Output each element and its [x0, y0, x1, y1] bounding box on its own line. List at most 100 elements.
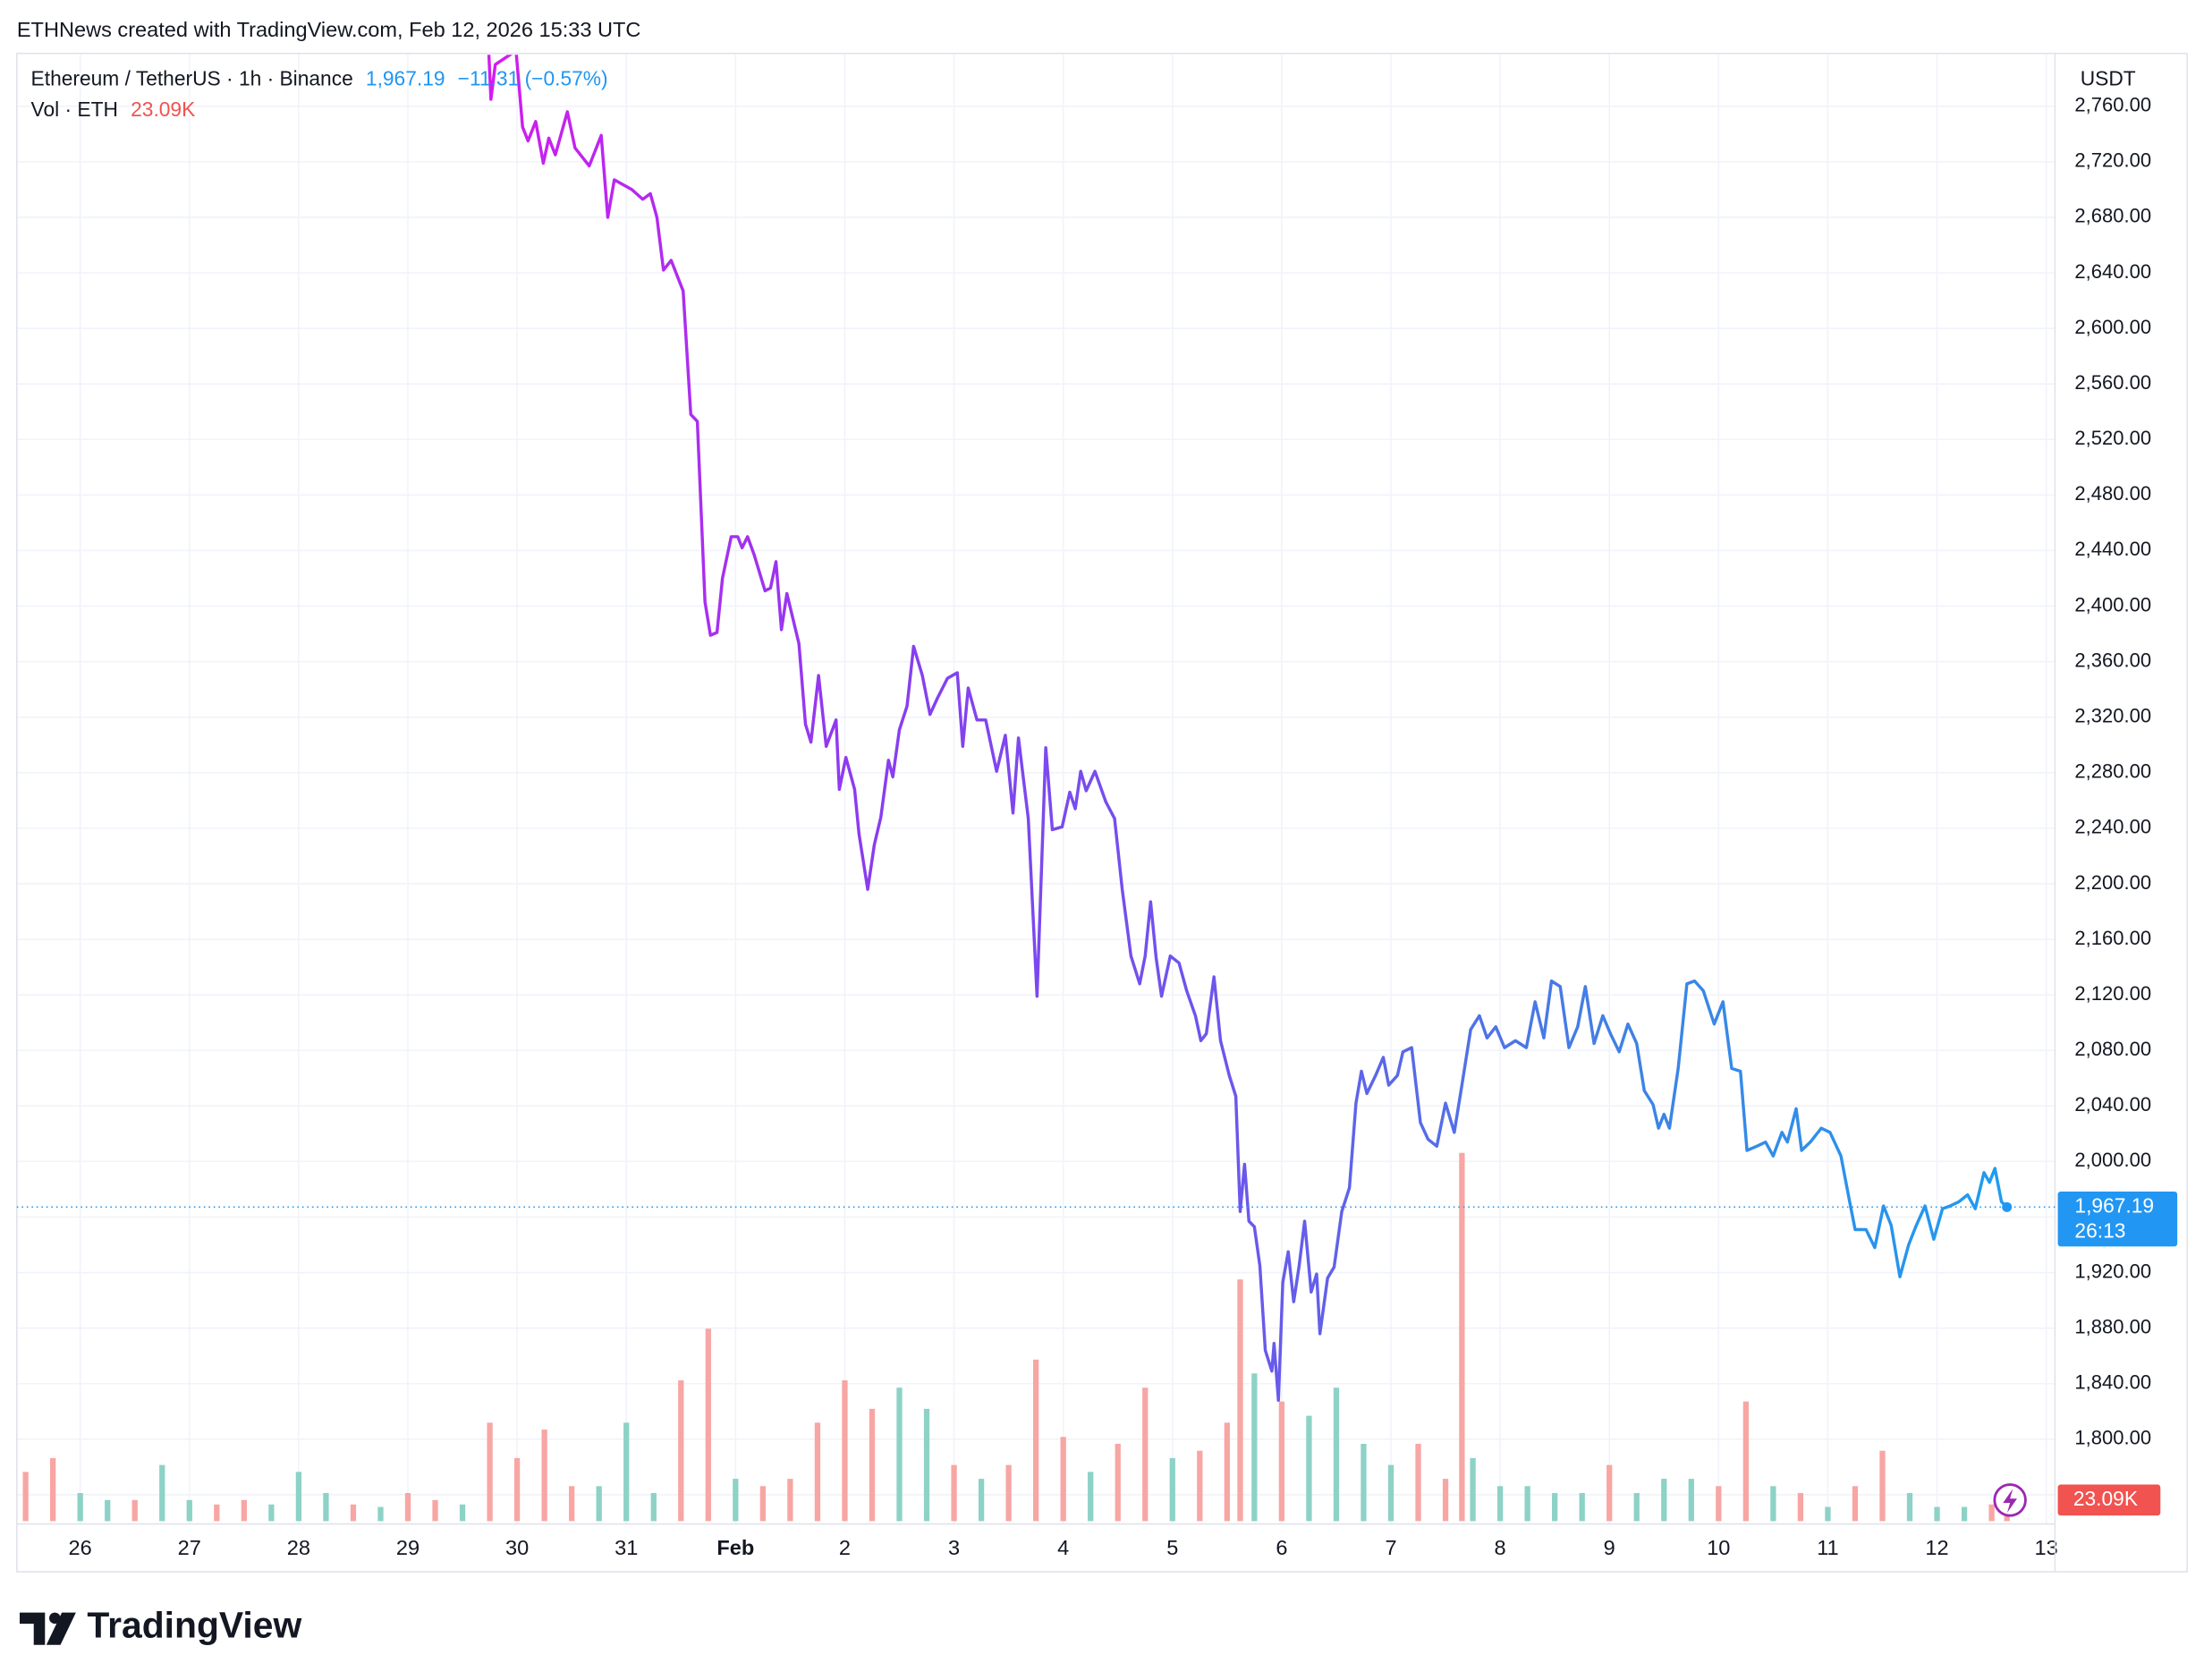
y-tick-label: 2,320.00 [2074, 705, 2151, 727]
volume-bar [1797, 1493, 1804, 1522]
volume-bar [814, 1422, 821, 1522]
volume-bar [1825, 1506, 1831, 1522]
grid [16, 53, 2056, 1524]
x-tick-label: 27 [178, 1536, 201, 1559]
volume-bar [1169, 1457, 1175, 1522]
legend-last-price: 1,967.19 [366, 67, 445, 90]
volume-bar [1237, 1279, 1243, 1522]
last-point [2002, 1201, 2013, 1212]
volume-bar [1742, 1401, 1750, 1522]
volume-bar [1579, 1493, 1585, 1522]
volume-bar [1688, 1479, 1694, 1522]
volume-bar [1115, 1443, 1121, 1522]
y-tick-label: 2,640.00 [2074, 260, 2151, 283]
x-tick-label: 2 [839, 1536, 851, 1559]
volume-bar [1524, 1486, 1530, 1522]
countdown-label: 26:13 [2074, 1219, 2125, 1243]
volume-bar [268, 1504, 275, 1522]
volume-bar [105, 1499, 111, 1522]
volume-bar [842, 1380, 848, 1522]
volume-bar [241, 1499, 247, 1522]
y-tick-label: 1,920.00 [2074, 1260, 2151, 1282]
volume-bar [131, 1499, 138, 1522]
volume-bar [1333, 1387, 1340, 1522]
volume-bar [650, 1493, 657, 1522]
volume-bar [733, 1479, 739, 1522]
y-tick-label: 2,720.00 [2074, 149, 2151, 172]
x-tick-label: Feb [716, 1536, 754, 1559]
y-tick-label: 1,880.00 [2074, 1315, 2151, 1337]
y-tick-label: 2,440.00 [2074, 538, 2151, 560]
volume-bar [1879, 1450, 1886, 1522]
volume-bar [1387, 1464, 1394, 1522]
volume-bar [1661, 1479, 1667, 1522]
y-tick-label: 2,560.00 [2074, 371, 2151, 394]
x-tick-label: 6 [1276, 1536, 1287, 1559]
volume-last-label: 23.09K [2073, 1487, 2138, 1510]
volume-bar [759, 1486, 767, 1522]
x-tick-label: 13 [2035, 1536, 2058, 1559]
volume-bar [1606, 1464, 1613, 1522]
volume-bar [1770, 1486, 1776, 1522]
x-tick-label: 7 [1385, 1536, 1396, 1559]
volume-bar [159, 1464, 165, 1522]
y-tick-label: 2,160.00 [2074, 927, 2151, 949]
y-tick-label: 2,520.00 [2074, 427, 2151, 449]
volume-bar [1633, 1493, 1640, 1522]
volume-bar [569, 1486, 575, 1522]
x-tick-label: 29 [396, 1536, 420, 1559]
volume-bar [295, 1472, 302, 1522]
x-tick-label: 10 [1707, 1536, 1730, 1559]
volume-bar [978, 1479, 985, 1522]
tradingview-logo: TradingView [20, 1605, 301, 1646]
x-tick-label: 3 [948, 1536, 960, 1559]
volume-bar [1442, 1479, 1449, 1522]
legend-volume: 23.09K [131, 98, 195, 121]
x-tick-label: 9 [1604, 1536, 1615, 1559]
y-tick-label: 2,240.00 [2074, 816, 2151, 838]
volume-bar [1716, 1486, 1722, 1522]
price-line [487, 55, 2008, 1403]
y-tick-label: 2,600.00 [2074, 316, 2151, 338]
volume-bar [951, 1464, 957, 1522]
volume-bar [214, 1504, 220, 1522]
volume-bar [1197, 1450, 1203, 1522]
axes: 1,760.001,800.001,840.001,880.001,920.00… [69, 94, 2151, 1560]
volume-bar [186, 1499, 192, 1522]
y-tick-label: 2,200.00 [2074, 871, 2151, 894]
volume-label: Vol · ETH [31, 98, 118, 121]
y-tick-label: 2,760.00 [2074, 94, 2151, 116]
volume-bar [678, 1380, 684, 1522]
y-tick-label: 2,040.00 [2074, 1093, 2151, 1116]
volume-bar [541, 1430, 547, 1522]
volume-bar [596, 1486, 602, 1522]
x-tick-label: 8 [1495, 1536, 1506, 1559]
volume-bar [1470, 1457, 1476, 1522]
volume-bar [1415, 1443, 1421, 1522]
volume-bar [1306, 1415, 1312, 1522]
volume-bar [404, 1493, 411, 1522]
x-tick-label: 28 [287, 1536, 310, 1559]
volume-bar [487, 1422, 493, 1522]
legend: Ethereum / TetherUS · 1h · Binance Vol ·… [31, 67, 353, 122]
volume-bar [1988, 1504, 1995, 1522]
volume-bars [22, 1152, 2010, 1522]
volume-bar [1251, 1373, 1258, 1522]
lightning-icon [1993, 1483, 2027, 1517]
volume-bar [1278, 1401, 1285, 1522]
volume-bar [459, 1504, 466, 1522]
volume-bar [1005, 1464, 1012, 1522]
volume-bar [50, 1457, 56, 1522]
volume-bar [869, 1408, 876, 1522]
y-tick-label: 2,080.00 [2074, 1038, 2151, 1060]
y-tick-label: 2,680.00 [2074, 205, 2151, 227]
symbol-label: Ethereum / TetherUS · 1h · Binance [31, 67, 353, 90]
price-label: 1,967.19 [2074, 1193, 2154, 1217]
footer-brand: TradingView [87, 1605, 301, 1646]
volume-bar [1459, 1152, 1465, 1522]
y-tick-label: 2,360.00 [2074, 649, 2151, 671]
volume-label-box [2057, 1484, 2161, 1516]
y-tick-label: 2,400.00 [2074, 593, 2151, 615]
